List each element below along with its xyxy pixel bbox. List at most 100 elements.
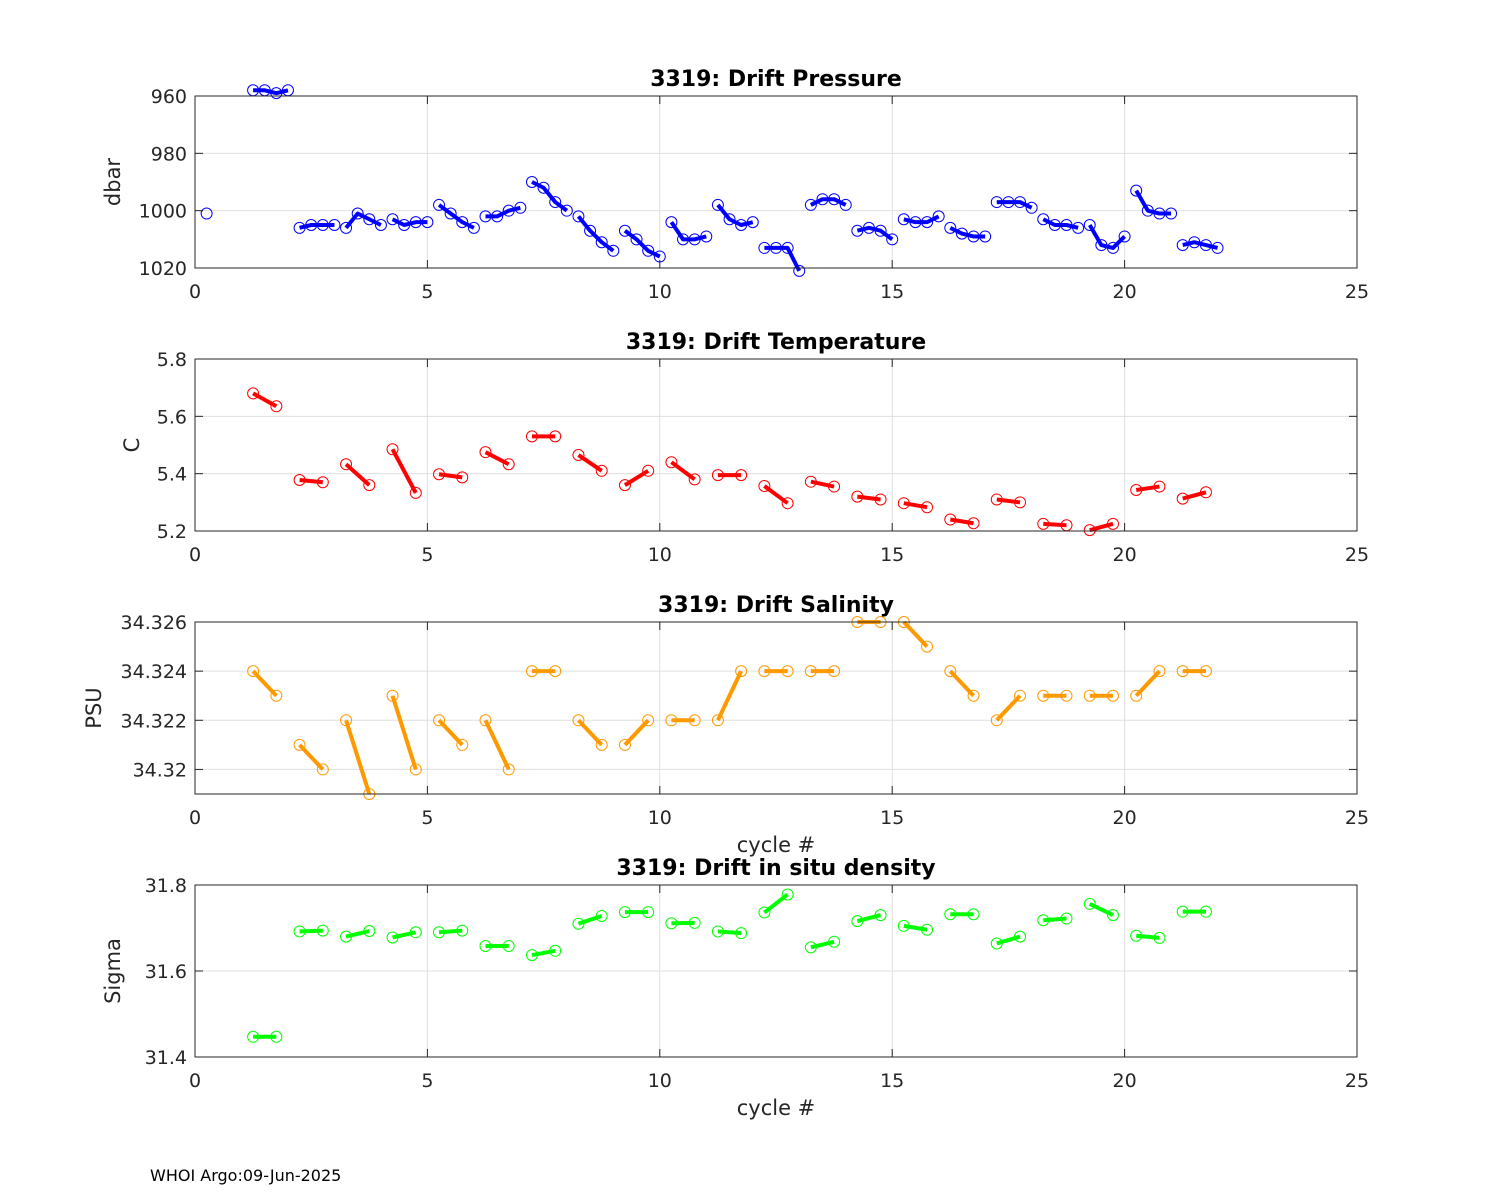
data-point (340, 458, 353, 471)
x-tick-label: 5 (421, 281, 433, 303)
data-point (293, 473, 306, 486)
series-line-segment (484, 450, 510, 466)
series-line-segment (1043, 521, 1067, 528)
chart-panel-3: 0 5 10 15 20 25 34.32 34.322 34.324 34.326 3319: D… (82, 593, 1369, 857)
series-line-segment (1088, 902, 1114, 917)
data-point (804, 198, 817, 211)
data-point (758, 906, 771, 919)
data-point (851, 915, 864, 928)
data-point (525, 430, 538, 443)
x-tick-label: 15 (880, 544, 904, 566)
data-point (1106, 909, 1119, 922)
data-point (502, 458, 515, 471)
data-point (990, 937, 1003, 950)
series-line-segment (438, 472, 463, 480)
data-point (793, 264, 806, 277)
x-tick-label: 0 (189, 281, 201, 303)
data-point (1106, 517, 1119, 530)
data-point (270, 87, 283, 100)
data-point (572, 210, 585, 223)
series-line-segment (1089, 521, 1114, 533)
data-point (421, 216, 434, 229)
y-tick-label: 960 (151, 86, 187, 108)
data-point (990, 493, 1003, 506)
plot-area (195, 359, 1357, 531)
data-point (549, 196, 562, 209)
data-point (921, 216, 934, 229)
series-line-segment (437, 203, 475, 230)
series-line-segment (996, 934, 1021, 946)
data-point (967, 908, 980, 921)
data-point (560, 204, 573, 217)
series-line-segment (577, 453, 603, 473)
data-point (1025, 201, 1038, 214)
data-point (781, 497, 794, 510)
data-point (804, 665, 817, 678)
data-point (1106, 241, 1119, 254)
data-point (828, 193, 841, 206)
data-point (688, 916, 701, 929)
data-point (502, 204, 515, 217)
data-point (711, 198, 724, 211)
data-point (897, 919, 910, 932)
series-line-segment (345, 929, 370, 939)
data-point (200, 207, 213, 220)
data-point (677, 233, 690, 246)
data-point (549, 944, 562, 957)
data-point (270, 689, 283, 702)
data-point (804, 941, 817, 954)
x-tick-label: 0 (189, 544, 201, 566)
data-point (386, 689, 399, 702)
data-point (456, 471, 469, 484)
data-point (351, 207, 364, 220)
data-point (456, 738, 469, 751)
series-line-segment (1135, 484, 1160, 492)
series-line-segment (1136, 933, 1160, 940)
data-point (595, 236, 608, 249)
data-point (409, 763, 422, 776)
data-point (409, 486, 422, 499)
data-point (502, 940, 515, 953)
data-point (479, 446, 492, 459)
x-tick-label: 20 (1113, 807, 1137, 829)
data-point (386, 931, 399, 944)
axes-box (194, 95, 1358, 269)
y-tick-label: 34.324 (121, 661, 187, 683)
series-line-segment (252, 391, 278, 409)
data-point (723, 213, 736, 226)
data-point (491, 210, 504, 223)
data-point (1153, 207, 1166, 220)
data-point (990, 196, 1003, 209)
data-point (642, 464, 655, 477)
data-point (955, 227, 968, 240)
x-tick-label: 20 (1113, 544, 1137, 566)
data-point (758, 665, 771, 678)
data-point (537, 181, 550, 194)
series-line-segment (623, 469, 650, 487)
data-point (1211, 241, 1224, 254)
y-tick-label: 5.6 (157, 406, 187, 428)
series-line-segment (531, 948, 556, 958)
series-line-segment (763, 484, 789, 505)
data-point (1106, 689, 1119, 702)
data-point (607, 244, 620, 257)
y-tick-label: 31.4 (145, 1047, 187, 1069)
chart-title: 3319: Drift Pressure (650, 67, 902, 92)
data-point (781, 241, 794, 254)
data-point (270, 1030, 283, 1043)
x-tick-label: 25 (1345, 544, 1369, 566)
data-point (1014, 689, 1027, 702)
x-tick-label: 10 (648, 544, 672, 566)
data-point (409, 926, 422, 939)
data-point (874, 493, 887, 506)
data-point (363, 479, 376, 492)
data-point (293, 221, 306, 234)
data-point (595, 738, 608, 751)
data-point (886, 233, 899, 246)
data-point (711, 469, 724, 482)
x-tick-label: 15 (880, 807, 904, 829)
data-point (932, 210, 945, 223)
data-point (328, 219, 341, 231)
data-point (316, 763, 329, 776)
x-tick-label: 5 (421, 1070, 433, 1092)
